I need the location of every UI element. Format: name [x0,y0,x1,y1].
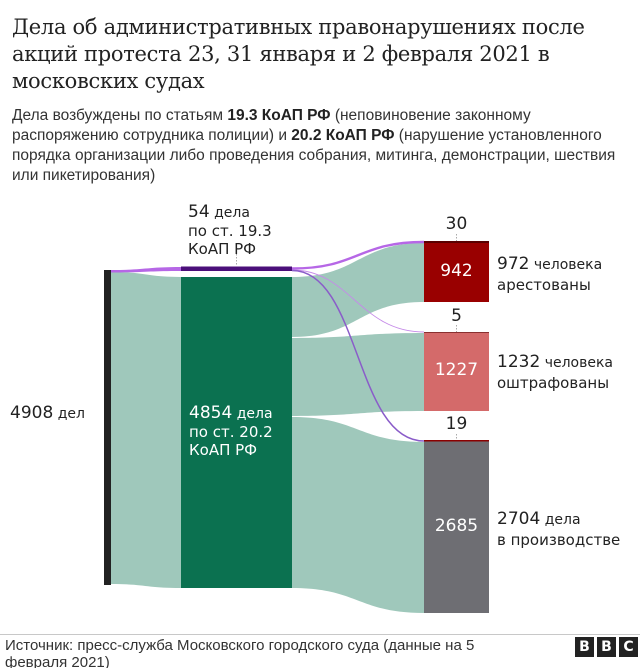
label-fined-unit: человека [540,355,614,371]
label-pending-number: 2704 [497,509,541,529]
label-total-number: 4908 [10,403,54,423]
node-fined [424,333,489,411]
flow-total-to-193 [111,267,181,273]
subtitle-article-193: 19.3 КоАП РФ [227,107,331,124]
label-fined-text: оштрафованы [497,374,610,392]
flow-total-to-202 [111,272,181,588]
label-art202-article: по ст. 20.2 [189,423,273,441]
label-art193-number: 54 [188,202,210,222]
label-art202-code: КоАП РФ [189,441,258,459]
node-pending-193-part [424,440,489,442]
bbc-logo-letter: B [597,637,616,657]
flow-202-to-pending [292,417,424,613]
bbc-logo-letter: B [575,637,594,657]
value-arrested-202: 942 [440,261,473,281]
node-arrested-193-part [424,241,489,243]
flow-193-to-arrested [291,240,425,270]
chart-subtitle: Дела возбуждены по статьям 19.3 КоАП РФ … [12,106,637,186]
node-fined-193-part [424,332,489,333]
label-pending-total: 2704 дела в производстве [497,509,620,550]
node-art193 [181,266,292,271]
flow-202-to-arrested [292,243,424,337]
label-art193: 54 дела по ст. 19.3 КоАП РФ [188,203,272,258]
flow-193-to-pending [291,269,425,442]
label-art202-number: 4854 [189,403,233,423]
node-total [104,270,111,585]
label-arrested-text: арестованы [497,276,591,294]
subtitle-text: Дела возбуждены по статьям [12,107,228,124]
bbc-logo-letter: C [619,637,638,657]
label-art202: 4854 дела по ст. 20.2 КоАП РФ [189,404,273,459]
subtitle-article-202: 20.2 КоАП РФ [291,127,395,144]
flow-193-to-fined [291,269,425,333]
label-arrested-unit: человека [529,257,603,273]
value-pending-202: 2685 [434,516,479,536]
label-fined-total: 1232 человека оштрафованы [497,352,613,393]
subtitle-text: (нарушение установленного порядка органи… [12,127,616,184]
label-total-unit: дел [53,406,85,422]
node-pending [424,441,489,613]
footer-divider [0,634,640,635]
label-fined-number: 1232 [497,352,541,372]
node-arrested [424,243,489,302]
value-fined-202: 1227 [434,360,479,380]
value-arrested-193: 30 [445,214,468,234]
source-note: Источник: пресс-служба Московского город… [5,637,475,668]
label-arrested-number: 972 [497,254,530,274]
label-pending-text: в производстве [497,531,621,549]
bbc-logo: B B C [575,637,638,657]
value-pending-193: 19 [445,414,468,434]
node-art202 [181,277,292,588]
label-art193-unit: дела [209,205,250,221]
label-pending-unit: дела [540,512,581,528]
flow-202-to-fined [292,333,424,416]
chart-title: Дела об административных правонарушениях… [12,15,585,93]
label-art202-unit: дела [232,406,273,422]
label-art193-article: по ст. 19.3 [188,222,272,240]
label-total: 4908 дел [10,403,85,423]
subtitle-text: (неповиновение законному распоряжению со… [12,107,531,144]
label-arrested-total: 972 человека арестованы [497,254,602,295]
value-fined-193: 5 [451,306,462,326]
label-art193-code: КоАП РФ [188,240,257,258]
